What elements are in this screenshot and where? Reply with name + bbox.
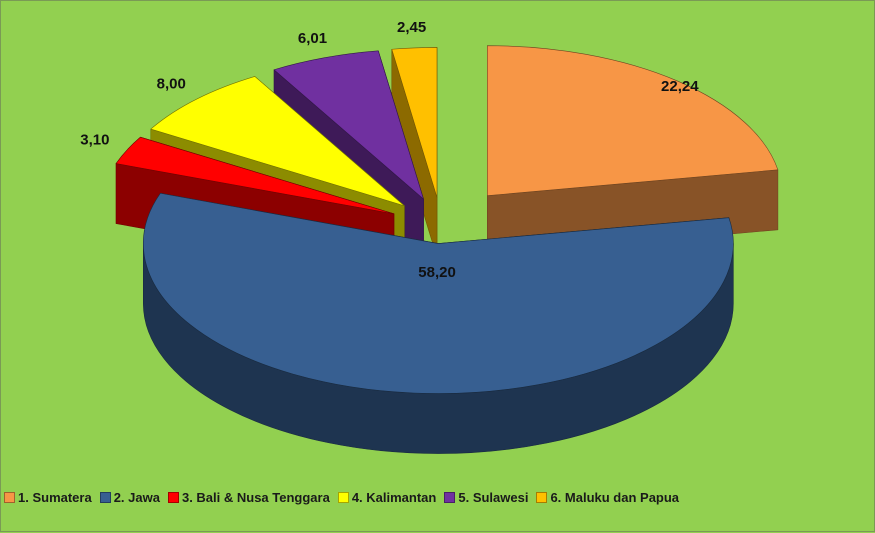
legend-item-4: 4. Kalimantan <box>338 490 437 505</box>
legend-item-3: 3. Bali & Nusa Tenggara <box>168 490 330 505</box>
legend-swatch <box>536 492 547 503</box>
legend-label: 1. Sumatera <box>18 490 92 505</box>
legend-label: 6. Maluku dan Papua <box>550 490 679 505</box>
legend-swatch <box>168 492 179 503</box>
legend-item-5: 5. Sulawesi <box>444 490 528 505</box>
legend-swatch <box>4 492 15 503</box>
legend-label: 2. Jawa <box>114 490 160 505</box>
legend-item-1: 1. Sumatera <box>4 490 92 505</box>
data-label-3: 3,10 <box>80 131 109 148</box>
data-label-5: 6,01 <box>298 30 327 47</box>
legend-item-6: 6. Maluku dan Papua <box>536 490 679 505</box>
pie-slice-1 <box>487 46 778 256</box>
data-label-6: 2,45 <box>397 19 426 36</box>
legend: 1. Sumatera 2. Jawa 3. Bali & Nusa Tenggar… <box>1 490 875 505</box>
legend-swatch <box>444 492 455 503</box>
legend-swatch <box>338 492 349 503</box>
data-label-2: 58,20 <box>418 264 456 281</box>
pie-slice-2 <box>143 193 733 453</box>
legend-label: 4. Kalimantan <box>352 490 437 505</box>
legend-label: 3. Bali & Nusa Tenggara <box>182 490 330 505</box>
data-label-1: 22,24 <box>661 78 699 95</box>
data-label-4: 8,00 <box>157 76 186 93</box>
legend-label: 5. Sulawesi <box>458 490 528 505</box>
legend-swatch <box>100 492 111 503</box>
legend-item-2: 2. Jawa <box>100 490 160 505</box>
